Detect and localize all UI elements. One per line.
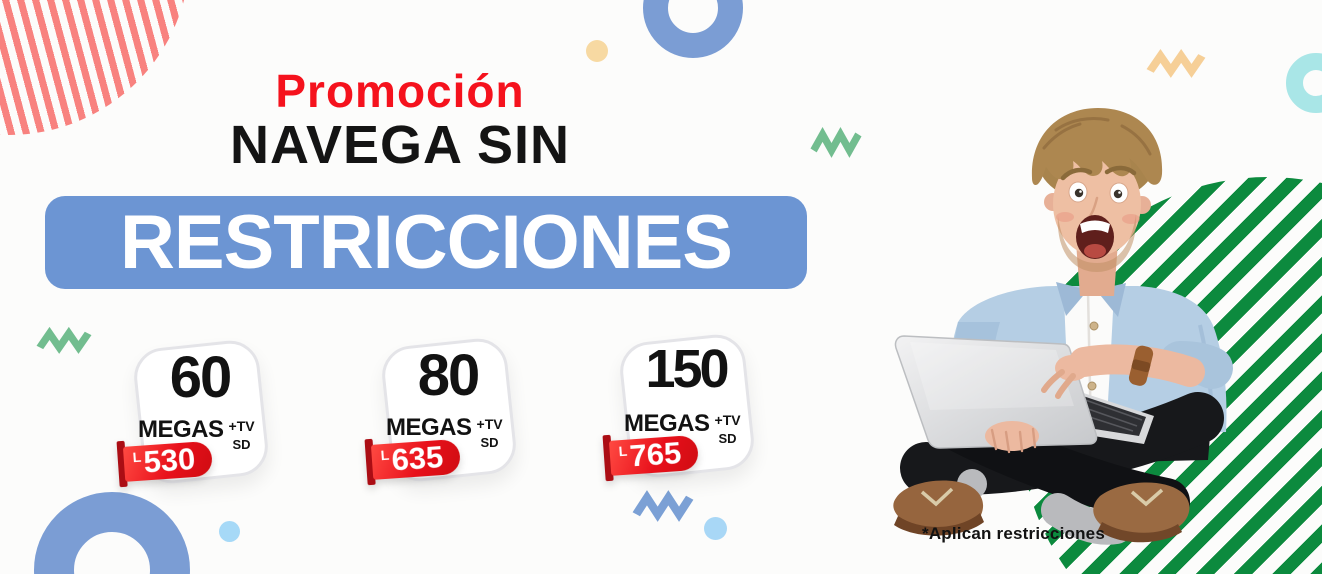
plan-addon: +TV SD — [477, 416, 503, 450]
plan-card-150[interactable]: 150 MEGAS +TV SD L 765 — [602, 331, 766, 486]
price-amount: 530 — [142, 440, 197, 480]
footnote-restrictions: *Aplican restricciones — [922, 524, 1105, 543]
promo-highlight-banner: RESTRICCIONES — [45, 196, 807, 289]
plan-speed: 150 — [645, 339, 729, 399]
plan-unit: MEGAS — [386, 414, 472, 441]
price-tag-pill: L 635 — [370, 438, 462, 480]
price-tag: L 765 — [602, 429, 700, 482]
price-amount: 765 — [628, 434, 683, 474]
plan-speed: 80 — [417, 343, 481, 408]
price-currency: L — [380, 446, 390, 463]
price-tag: L 530 — [116, 435, 214, 488]
blue-donut-bottom-left — [34, 492, 190, 574]
plan-addon-quality: SD — [232, 437, 251, 452]
plan-unit-row: MEGAS +TV SD — [138, 416, 255, 452]
plan-addon-tv: +TV — [714, 412, 741, 428]
plan-speed: 60 — [169, 345, 233, 410]
plan-card-80[interactable]: 80 MEGAS +TV SD L 635 — [364, 335, 528, 490]
plan-unit: MEGAS — [624, 410, 710, 437]
plan-addon: +TV SD — [229, 418, 255, 452]
sky-dot-bottom — [704, 517, 727, 540]
promo-title: NAVEGA SIN — [229, 115, 571, 175]
sky-dot-left — [219, 521, 240, 542]
plan-addon-tv: +TV — [228, 418, 255, 434]
price-tag: L 635 — [364, 433, 462, 486]
teal-donut-right — [1286, 53, 1322, 113]
green-zigzag-left — [36, 326, 92, 354]
green-zigzag-top — [810, 127, 862, 158]
price-tag-pill: L 530 — [122, 440, 214, 482]
plan-unit: MEGAS — [138, 416, 224, 443]
price-tag-pill: L 765 — [608, 434, 700, 476]
price-amount: 635 — [390, 438, 445, 478]
blue-zigzag-bottom — [632, 490, 694, 522]
plan-addon: +TV SD — [715, 412, 741, 446]
peach-zigzag-top-right — [1146, 48, 1206, 78]
blue-donut-top — [643, 0, 743, 58]
plan-addon-quality: SD — [480, 435, 499, 450]
promo-kicker: Promoción — [275, 65, 525, 117]
price-currency: L — [618, 442, 628, 459]
plan-addon-tv: +TV — [476, 416, 503, 432]
yellow-dot — [586, 40, 608, 62]
plan-card-60[interactable]: 60 MEGAS +TV SD L 530 — [116, 337, 280, 492]
promo-highlight-text: RESTRICCIONES — [120, 200, 733, 285]
pink-striped-circle — [0, 0, 190, 135]
man-with-laptop-illustration — [893, 108, 1233, 545]
plan-unit-row: MEGAS +TV SD — [624, 410, 741, 446]
price-currency: L — [132, 448, 142, 465]
plan-unit-row: MEGAS +TV SD — [386, 414, 503, 450]
plan-addon-quality: SD — [718, 431, 737, 446]
